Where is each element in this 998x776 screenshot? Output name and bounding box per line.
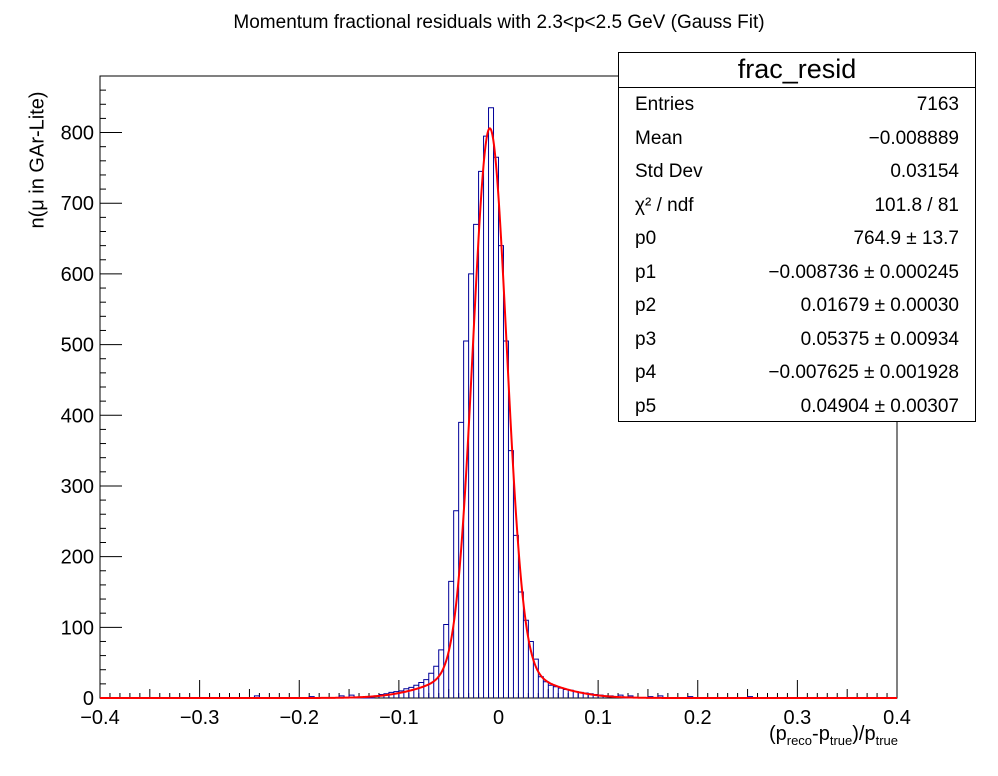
y-tick-label: 0 — [83, 688, 94, 710]
stat-label: p5 — [635, 395, 657, 417]
x-axis-label-sub: reco — [786, 733, 813, 748]
y-tick-label: 700 — [61, 193, 94, 215]
stat-value: 7163 — [916, 94, 959, 115]
y-tick-label: 100 — [61, 617, 94, 639]
stat-value: 0.04904 ± 0.00307 — [800, 395, 959, 417]
histogram-bin — [419, 682, 424, 698]
stat-label: Std Dev — [635, 161, 703, 182]
stat-row-p5: p5 0.04904 ± 0.00307 — [619, 390, 975, 424]
y-tick-label: 800 — [61, 123, 94, 145]
x-axis-label-part: -p — [812, 723, 830, 745]
chart-title: Momentum fractional residuals with 2.3<p… — [233, 12, 765, 33]
histogram-bin — [553, 687, 558, 698]
x-axis-label: (preco-ptrue)/ptrue — [769, 723, 898, 748]
histogram-bin — [548, 685, 553, 698]
stat-label: p0 — [635, 228, 657, 249]
histogram-bin — [484, 136, 489, 698]
histogram-bin — [494, 157, 499, 698]
stats-box: frac_resid Entries 7163 Mean −0.008889 Std… — [618, 52, 976, 422]
x-tick-label: 0.3 — [783, 707, 811, 729]
y-axis-ticks: 0 100 200 300 400 500 600 700 800 — [61, 75, 122, 710]
x-axis-label-part: (p — [768, 723, 787, 745]
stat-label: Entries — [635, 94, 695, 115]
x-tick-label: −0.3 — [180, 707, 219, 729]
histogram-bin — [499, 246, 504, 698]
x-tick-label: 0.1 — [584, 707, 612, 729]
histogram-bin — [434, 666, 439, 698]
x-tick-label: 0.4 — [883, 707, 911, 729]
x-axis-label-part: )/p — [852, 723, 876, 745]
x-tick-label: −0.4 — [80, 707, 119, 729]
histogram-bin — [503, 341, 508, 698]
y-tick-label: 500 — [61, 335, 94, 357]
stat-label: p4 — [635, 362, 657, 383]
stat-value: 0.01679 ± 0.00030 — [800, 295, 959, 316]
histogram-bin — [424, 680, 429, 698]
stat-row-p3: p3 0.05375 ± 0.00934 — [619, 323, 975, 357]
stat-row-p4: p4 −0.007625 ± 0.001928 — [619, 356, 975, 390]
x-axis-label-sub: true — [875, 733, 898, 748]
x-axis-label-sub: true — [829, 733, 853, 748]
y-axis-label: n(μ in GAr-Lite) — [26, 91, 49, 229]
stat-label: p3 — [635, 328, 657, 350]
stat-label: p2 — [635, 295, 657, 316]
histogram-bin — [513, 535, 518, 698]
histogram-bin — [508, 451, 513, 698]
x-tick-label: −0.2 — [280, 707, 319, 729]
histogram-bin — [543, 682, 548, 698]
histogram-bin — [429, 673, 434, 698]
stat-label: p1 — [635, 261, 657, 283]
histogram-bin — [518, 592, 523, 698]
stat-value: −0.008889 — [868, 127, 959, 149]
stat-row-entries: Entries 7163 — [619, 88, 975, 122]
stat-value: 101.8 / 81 — [874, 194, 959, 216]
stat-value: 764.9 ± 13.7 — [853, 228, 959, 249]
stat-row-p1: p1 −0.008736 ± 0.000245 — [619, 256, 975, 290]
stat-value: 0.03154 — [890, 161, 959, 182]
stat-value: −0.008736 ± 0.000245 — [768, 261, 959, 283]
fit-curve — [100, 127, 897, 699]
histogram-bin — [464, 341, 469, 698]
x-tick-label: −0.1 — [379, 707, 418, 729]
y-tick-label: 600 — [61, 264, 94, 286]
stat-row-chi2: χ² / ndf 101.8 / 81 — [619, 189, 975, 223]
histogram-bin — [414, 685, 419, 698]
histogram-bin — [479, 171, 484, 698]
stat-label: χ² / ndf — [635, 194, 694, 216]
stat-value: −0.007625 ± 0.001928 — [768, 362, 959, 383]
histogram-bin — [489, 108, 494, 698]
histogram-bin — [538, 677, 543, 698]
x-axis-ticks: −0.4 −0.3 −0.2 −0.1 0 0.1 0.2 0.3 0.4 — [80, 680, 911, 729]
stat-row-p0: p0 764.9 ± 13.7 — [619, 222, 975, 256]
stat-row-stddev: Std Dev 0.03154 — [619, 155, 975, 189]
x-tick-label: 0 — [493, 707, 504, 729]
y-tick-label: 300 — [61, 476, 94, 498]
stat-value: 0.05375 ± 0.00934 — [800, 328, 959, 350]
stat-label: Mean — [635, 127, 683, 149]
stat-row-mean: Mean −0.008889 — [619, 122, 975, 156]
stat-row-p2: p2 0.01679 ± 0.00030 — [619, 289, 975, 323]
histogram-bin — [558, 688, 563, 698]
histogram-bin — [563, 690, 568, 698]
stats-title: frac_resid — [619, 53, 975, 88]
y-tick-label: 400 — [61, 405, 94, 427]
x-tick-label: 0.2 — [684, 707, 712, 729]
y-tick-label: 200 — [61, 547, 94, 569]
